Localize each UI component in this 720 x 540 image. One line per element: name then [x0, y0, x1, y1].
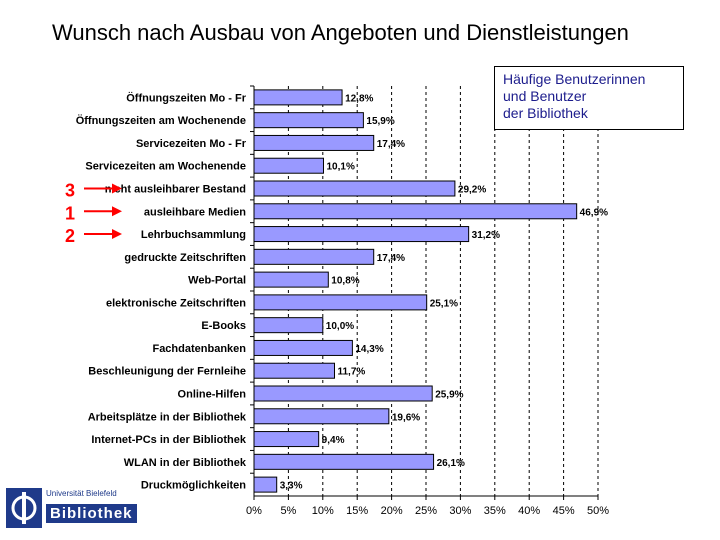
bar: [253, 317, 324, 334]
bar: [253, 203, 578, 220]
rank-number: 1: [65, 203, 75, 223]
logo-emblem-icon: [6, 488, 42, 528]
bar: [253, 112, 364, 129]
category-label: Öffnungszeiten am Wochenende: [76, 114, 246, 127]
value-label: 25,1%: [430, 298, 458, 309]
value-label: 10,1%: [326, 162, 354, 173]
bar: [253, 453, 435, 470]
category-label: ausleihbare Medien: [144, 206, 246, 218]
logo-small-text: Universität Bielefeld: [46, 489, 117, 498]
category-label: Beschleunigung der Fernleihe: [88, 366, 246, 378]
value-label: 10,0%: [326, 321, 354, 332]
bar: [253, 431, 320, 448]
bar: [253, 226, 470, 243]
value-label: 25,9%: [435, 390, 463, 401]
value-label: 29,2%: [458, 185, 486, 196]
x-tick-label: 10%: [312, 505, 334, 517]
rank-arrow-head: [112, 229, 122, 240]
bar: [253, 476, 278, 493]
category-label: nicht ausleihbarer Bestand: [105, 184, 246, 196]
university-logo: Universität Bielefeld Bibliothek: [6, 486, 137, 530]
category-label: Arbeitsplätze in der Bibliothek: [88, 411, 247, 423]
chart-title: Wunsch nach Ausbau von Angeboten und Die…: [52, 20, 629, 45]
category-label: Online-Hilfen: [178, 389, 247, 401]
legend-box: Häufige Benutzerinnen und Benutzer der B…: [494, 66, 684, 130]
bar: [253, 89, 343, 106]
x-tick-label: 20%: [381, 505, 403, 517]
value-label: 12,8%: [345, 93, 373, 104]
category-label: E-Books: [201, 320, 246, 332]
x-tick-label: 30%: [449, 505, 471, 517]
category-label: Web-Portal: [188, 275, 246, 287]
category-label: Servicezeiten Mo - Fr: [136, 138, 247, 150]
category-label: Fachdatenbanken: [152, 343, 246, 355]
bar: [253, 339, 353, 356]
category-label: elektronische Zeitschriften: [106, 297, 246, 309]
value-label: 17,4%: [377, 253, 405, 264]
category-label: Druckmöglichkeiten: [141, 480, 246, 492]
legend-line-3: der Bibliothek: [503, 105, 588, 121]
value-label: 17,4%: [377, 139, 405, 150]
x-tick-label: 15%: [346, 505, 368, 517]
value-label: 11,7%: [337, 367, 365, 378]
bar: [253, 271, 329, 288]
value-label: 10,8%: [331, 276, 359, 287]
value-label: 9,4%: [322, 435, 345, 446]
x-tick-label: 45%: [553, 505, 575, 517]
rank-number: 2: [65, 226, 75, 246]
category-label: Internet-PCs in der Bibliothek: [91, 434, 247, 446]
bar: [253, 248, 375, 265]
rank-arrow-head: [112, 183, 122, 194]
bar: [253, 408, 390, 425]
category-label: WLAN in der Bibliothek: [124, 457, 247, 469]
legend-line-1: Häufige Benutzerinnen: [503, 71, 646, 87]
legend-line-2: und Benutzer: [503, 88, 587, 104]
value-label: 31,2%: [472, 230, 500, 241]
x-tick-label: 25%: [415, 505, 437, 517]
value-label: 15,9%: [366, 116, 394, 127]
value-label: 26,1%: [437, 458, 465, 469]
bar: [253, 294, 428, 311]
category-label: gedruckte Zeitschriften: [124, 252, 246, 264]
bar: [253, 180, 456, 197]
category-label: Servicezeiten am Wochenende: [85, 161, 246, 173]
bar: [253, 385, 433, 402]
value-label: 3,3%: [280, 481, 303, 492]
bar: [253, 157, 324, 174]
x-tick-label: 40%: [518, 505, 540, 517]
rank-arrow-head: [112, 206, 122, 217]
rank-number: 3: [65, 181, 75, 201]
category-label: Öffnungszeiten Mo - Fr: [126, 91, 246, 104]
x-tick-label: 5%: [280, 505, 296, 517]
x-tick-label: 50%: [587, 505, 609, 517]
category-label: Lehrbuchsammlung: [141, 229, 246, 241]
x-tick-label: 35%: [484, 505, 506, 517]
logo-big-text: Bibliothek: [46, 504, 137, 523]
value-label: 14,3%: [355, 344, 383, 355]
value-label: 19,6%: [392, 412, 420, 423]
bar: [253, 362, 335, 379]
value-label: 46,9%: [580, 207, 608, 218]
x-tick-label: 0%: [246, 505, 262, 517]
bar: [253, 134, 375, 151]
